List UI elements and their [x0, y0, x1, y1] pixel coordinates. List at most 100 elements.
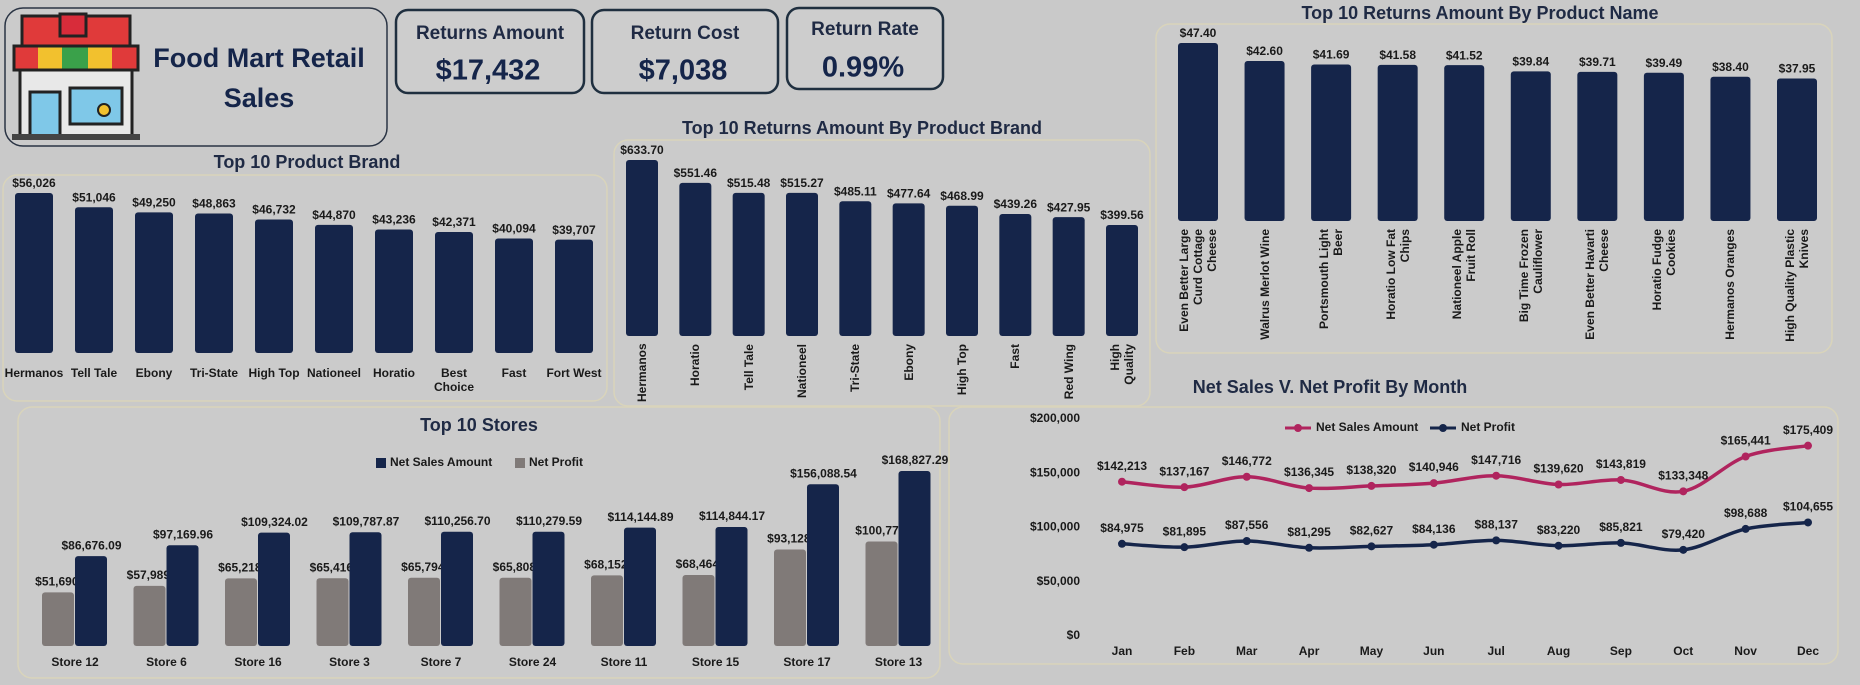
- bar: [15, 193, 53, 353]
- x-tick-label: Nationeel: [306, 366, 361, 380]
- bar: [1244, 61, 1285, 222]
- value-label: $98,688: [1724, 506, 1768, 520]
- x-tick-label: May: [1360, 644, 1384, 658]
- bar: [786, 192, 818, 336]
- x-tick-label: Store 6: [146, 655, 187, 669]
- bar: [75, 556, 107, 646]
- point: [1367, 481, 1376, 490]
- x-tick-label: Tri-State: [189, 366, 238, 380]
- point: [1118, 539, 1126, 548]
- value-label: $477.64: [887, 187, 931, 201]
- value-label: $109,787.87: [333, 514, 400, 528]
- bar: [1643, 72, 1684, 221]
- value-label: $57,989.: [127, 568, 174, 582]
- value-label: $84,975: [1100, 521, 1144, 535]
- legend-marker: [376, 458, 386, 468]
- value-label: $44,870: [312, 208, 356, 222]
- value-label: $39.84: [1512, 55, 1549, 69]
- value-label: $136,345: [1284, 465, 1334, 479]
- x-tick-label: Portsmouth Light Beer: [1317, 229, 1346, 329]
- value-label: $100,773.: [855, 524, 908, 538]
- point: [1554, 541, 1563, 550]
- x-tick-label: Aug: [1547, 644, 1570, 658]
- point: [1616, 475, 1625, 484]
- x-tick-label: Horatio Low Fat Chips: [1383, 229, 1412, 320]
- kpi-value: 0.99%: [822, 52, 904, 84]
- value-label: $142,213: [1097, 459, 1147, 473]
- bar: [133, 585, 166, 646]
- value-label: $515.27: [780, 176, 824, 190]
- point: [1741, 452, 1750, 461]
- point: [1429, 479, 1438, 488]
- point: [1679, 545, 1688, 554]
- bar: [441, 531, 473, 646]
- value-label: $140,946: [1409, 460, 1459, 474]
- legend-marker: [515, 458, 525, 468]
- bar: [499, 577, 532, 646]
- y-tick-label: $150,000: [1030, 465, 1080, 479]
- x-tick-label: Nationeel Apple Fruit Roll: [1450, 229, 1479, 320]
- value-label: $146,772: [1222, 454, 1272, 468]
- dashboard-title: Food Mart Retail Sales: [153, 43, 365, 113]
- bar: [258, 532, 290, 646]
- x-tick-label: High Top: [248, 366, 300, 380]
- x-tick-label: Even Better Large Curd Cottage Cheese: [1177, 229, 1219, 332]
- value-label: $82,627: [1350, 524, 1394, 538]
- value-label: $104,655: [1783, 500, 1833, 514]
- x-tick-label: Walrus Merlot Wine: [1257, 229, 1272, 340]
- line: [1121, 443, 1809, 494]
- bar: [715, 526, 748, 646]
- bar: [774, 549, 806, 646]
- legend-marker: [1439, 424, 1447, 432]
- value-label: $48,863: [192, 197, 236, 211]
- legend-label: Net Profit: [529, 455, 583, 469]
- value-label: $65,794.: [401, 560, 448, 574]
- x-tick-label: Store 15: [692, 655, 740, 669]
- value-label: $83,220: [1537, 523, 1581, 537]
- kpi-card: [785, 6, 945, 91]
- value-label: $147,716: [1471, 453, 1521, 467]
- bar: [946, 205, 978, 336]
- value-label: $39,707: [552, 223, 596, 237]
- bar: [865, 541, 898, 646]
- legend-marker: [1294, 424, 1302, 432]
- value-label: $38.40: [1712, 60, 1749, 74]
- x-tick-label: High Quality Plastic Knives: [1783, 229, 1811, 342]
- bar: [1106, 225, 1138, 336]
- bar: [898, 471, 931, 646]
- value-label: $168,827.29: [882, 453, 949, 467]
- x-tick-label: Horatio Fudge Cookies: [1649, 229, 1678, 311]
- legend-label: Net Sales Amount: [1316, 420, 1418, 434]
- x-tick-label: High Top: [955, 344, 969, 396]
- value-label: $133,348: [1658, 468, 1708, 482]
- x-tick-label: Store 16: [234, 655, 282, 669]
- x-tick-label: Sep: [1610, 644, 1632, 658]
- point: [1492, 471, 1501, 480]
- bar: [1311, 64, 1352, 221]
- value-label: $81,895: [1163, 524, 1207, 538]
- y-tick-label: $200,000: [1030, 411, 1080, 425]
- value-label: $515.48: [727, 176, 771, 190]
- point: [1554, 480, 1563, 489]
- value-label: $40,094: [492, 222, 536, 236]
- value-label: $175,409: [1783, 423, 1833, 437]
- point: [1305, 484, 1314, 493]
- x-tick-label: Jun: [1423, 644, 1444, 658]
- store-icon: [12, 12, 140, 140]
- x-tick-label: High Quality: [1108, 344, 1136, 385]
- value-label: $41.52: [1446, 48, 1483, 62]
- bar: [255, 219, 293, 353]
- bar: [679, 182, 712, 336]
- value-label: $88,137: [1474, 518, 1518, 532]
- point: [1492, 536, 1501, 545]
- x-tick-label: Fast: [501, 366, 527, 380]
- x-tick-label: Hermanos: [4, 366, 64, 380]
- x-tick-label: Nationeel: [795, 344, 809, 399]
- x-tick-label: Store 11: [601, 655, 648, 669]
- x-tick-label: Store 24: [509, 655, 557, 669]
- chart-title: Top 10 Stores: [420, 415, 538, 435]
- x-tick-label: Red Wing: [1061, 344, 1076, 400]
- x-tick-label: Jan: [1112, 644, 1133, 658]
- bar: [408, 577, 440, 646]
